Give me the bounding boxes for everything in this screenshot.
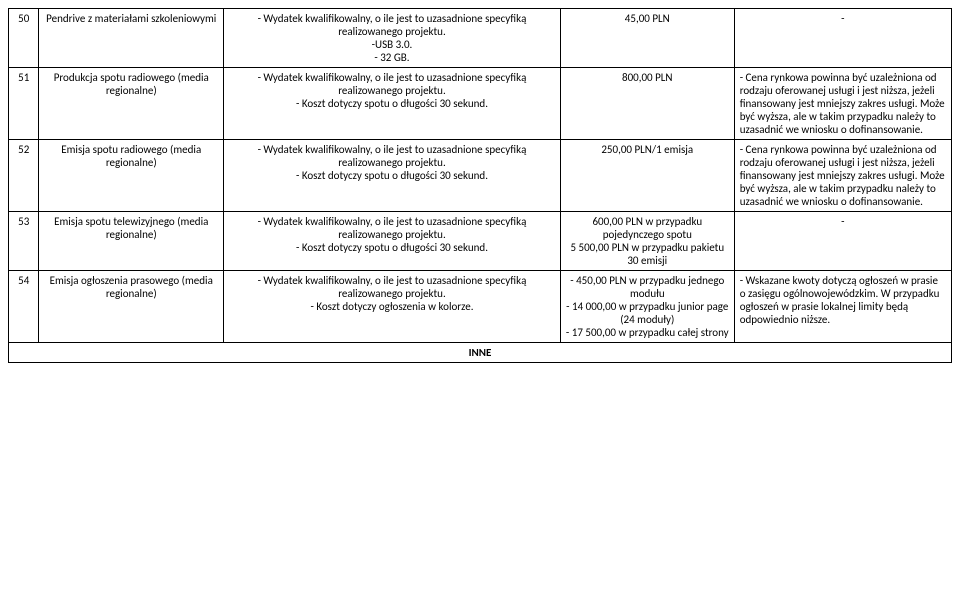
row-number: 54: [9, 271, 39, 343]
table-row: 52Emisja spotu radiowego (media regional…: [9, 140, 952, 212]
row-price: 250,00 PLN/1 emisja: [560, 140, 734, 212]
row-name: Emisja spotu radiowego (media regionalne…: [39, 140, 224, 212]
row-number: 51: [9, 68, 39, 140]
table-row: 51Produkcja spotu radiowego (media regio…: [9, 68, 952, 140]
row-number: 52: [9, 140, 39, 212]
row-name: Pendrive z materiałami szkoleniowymi: [39, 9, 224, 68]
row-note: - Cena rynkowa powinna być uzależniona o…: [734, 68, 951, 140]
row-name: Emisja ogłoszenia prasowego (media regio…: [39, 271, 224, 343]
row-note: -: [734, 212, 951, 271]
section-label: INNE: [9, 343, 952, 363]
row-name: Emisja spotu telewizyjnego (media region…: [39, 212, 224, 271]
pricing-table: 50Pendrive z materiałami szkoleniowymi- …: [8, 8, 952, 363]
row-price: 800,00 PLN: [560, 68, 734, 140]
row-description: - Wydatek kwalifikowalny, o ile jest to …: [224, 212, 561, 271]
row-price: - 450,00 PLN w przypadku jednego modułu-…: [560, 271, 734, 343]
row-description: - Wydatek kwalifikowalny, o ile jest to …: [224, 9, 561, 68]
table-row: 54Emisja ogłoszenia prasowego (media reg…: [9, 271, 952, 343]
row-price: 600,00 PLN w przypadku pojedynczego spot…: [560, 212, 734, 271]
row-price: 45,00 PLN: [560, 9, 734, 68]
row-note: - Cena rynkowa powinna być uzależniona o…: [734, 140, 951, 212]
row-description: - Wydatek kwalifikowalny, o ile jest to …: [224, 68, 561, 140]
row-note: -: [734, 9, 951, 68]
row-number: 50: [9, 9, 39, 68]
row-description: - Wydatek kwalifikowalny, o ile jest to …: [224, 140, 561, 212]
section-divider-row: INNE: [9, 343, 952, 363]
row-note: - Wskazane kwoty dotyczą ogłoszeń w pras…: [734, 271, 951, 343]
row-description: - Wydatek kwalifikowalny, o ile jest to …: [224, 271, 561, 343]
row-name: Produkcja spotu radiowego (media regiona…: [39, 68, 224, 140]
table-row: 50Pendrive z materiałami szkoleniowymi- …: [9, 9, 952, 68]
row-number: 53: [9, 212, 39, 271]
table-row: 53Emisja spotu telewizyjnego (media regi…: [9, 212, 952, 271]
